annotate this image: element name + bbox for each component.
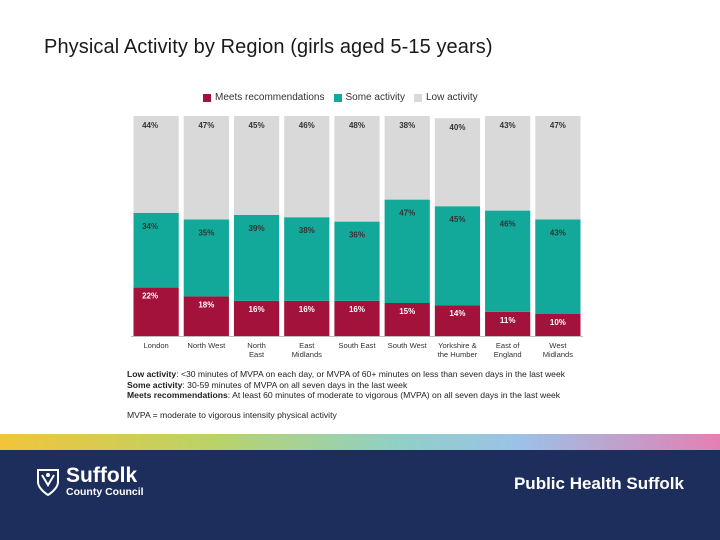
data-label-2-0: 44% <box>142 121 158 130</box>
category-label-7-1: England <box>494 350 522 359</box>
legend-label-low: Low activity <box>425 92 478 103</box>
bar-segment-1-4 <box>334 221 380 301</box>
category-label-2-0: North <box>247 341 266 350</box>
bar-segment-2-0 <box>133 116 179 213</box>
bar-segment-0-2 <box>233 300 280 336</box>
note-low-text: : <30 minutes of MVPA on each day, or MV… <box>176 369 566 379</box>
data-label-1-4: 36% <box>349 231 365 240</box>
stacked-bar-chart: 22% 34% 44% London 18% 35% 47% North West 16% 39%… <box>131 116 583 359</box>
bar-segment-1-7 <box>485 210 531 312</box>
legend-swatch-meets <box>203 93 211 102</box>
logo-name: Suffolk <box>66 464 138 487</box>
data-label-1-7: 46% <box>500 220 516 229</box>
data-label-1-2: 39% <box>249 224 265 233</box>
data-label-2-5: 38% <box>399 121 415 130</box>
category-label-2-1: East <box>249 350 265 359</box>
note-mvpa-definition: MVPA = moderate to vigorous intensity ph… <box>127 409 337 420</box>
data-label-2-7: 43% <box>500 121 516 130</box>
data-label-0-1: 18% <box>198 300 214 309</box>
bar-segment-2-6 <box>434 118 481 207</box>
legend-swatch-some <box>333 93 342 102</box>
bar-segment-1-0 <box>133 212 179 288</box>
legend-swatch-low <box>413 93 422 102</box>
bar-segment-0-4 <box>334 300 380 336</box>
legend-item-low: Low activity <box>413 92 478 103</box>
data-label-2-3: 46% <box>299 121 315 130</box>
data-label-1-5: 47% <box>399 209 415 218</box>
data-label-1-0: 34% <box>142 222 158 231</box>
bar-segment-0-0 <box>133 287 179 336</box>
bar-segment-1-6 <box>434 206 481 306</box>
data-label-0-4: 16% <box>349 305 365 314</box>
data-label-0-8: 10% <box>550 318 566 327</box>
bar-segment-2-2 <box>233 116 280 215</box>
bar-segment-0-8 <box>535 314 581 336</box>
note-some-text: : 30-59 minutes of MVPA on all seven day… <box>182 379 408 390</box>
legend-item-meets: Meets recommendations <box>203 92 325 103</box>
bar-segment-1-8 <box>535 219 581 314</box>
category-label-1-0: North West <box>187 341 226 350</box>
bar-segment-2-8 <box>535 116 581 220</box>
category-label-7-0: East of <box>496 341 521 350</box>
chart-notes: Low activity: <30 minutes of MVPA on eac… <box>127 369 565 420</box>
bar-segment-0-1 <box>183 296 229 336</box>
note-meets-label: Meets recommendations <box>127 390 228 401</box>
category-label-4-0: South East <box>338 341 376 350</box>
data-label-1-8: 43% <box>550 228 566 237</box>
chart-legend: Meets recommendations Some activity Low … <box>203 92 478 103</box>
bar-segment-2-4 <box>334 116 380 222</box>
data-label-0-3: 16% <box>299 305 315 314</box>
category-label-3-0: East <box>299 341 315 350</box>
data-label-2-2: 45% <box>249 121 265 130</box>
note-low-activity: Low activity: <30 minutes of MVPA on eac… <box>127 369 565 380</box>
bar-segment-0-5 <box>384 303 430 336</box>
category-label-8-0: West <box>549 341 567 350</box>
category-label-8-1: Midlands <box>543 350 574 359</box>
bar-segment-2-7 <box>485 116 531 211</box>
brand-name: Public Health Suffolk <box>513 474 684 493</box>
data-label-2-1: 47% <box>198 121 214 130</box>
data-label-2-6: 40% <box>449 123 465 132</box>
legend-item-some: Some activity <box>333 92 405 103</box>
category-label-3-1: Midlands <box>292 350 323 359</box>
legend-label-meets: Meets recommendations <box>215 92 325 103</box>
data-label-0-6: 14% <box>449 309 465 318</box>
data-label-0-7: 11% <box>500 316 516 325</box>
data-label-0-2: 16% <box>249 305 265 314</box>
data-label-1-6: 45% <box>449 215 465 224</box>
bar-segment-2-1 <box>183 116 229 220</box>
data-label-1-1: 35% <box>198 228 214 237</box>
bar-segment-0-3 <box>284 300 330 336</box>
note-low-label: Low activity <box>127 369 177 379</box>
data-label-2-4: 48% <box>349 121 365 130</box>
note-meets-recommendations: Meets recommendations: At least 60 minut… <box>127 390 565 401</box>
category-label-5-0: South West <box>388 341 428 350</box>
bar-segment-1-3 <box>284 217 330 301</box>
category-label-6-1: the Humber <box>438 350 478 359</box>
data-label-0-5: 15% <box>399 307 415 316</box>
footer-bar <box>0 450 720 540</box>
decorative-color-stripe <box>0 434 720 452</box>
category-label-0-0: London <box>143 341 168 350</box>
bar-segment-1-1 <box>183 219 229 297</box>
note-some-activity: Some activity: 30-59 minutes of MVPA on … <box>127 380 565 391</box>
crest-icon <box>37 469 59 497</box>
data-label-0-0: 22% <box>142 292 158 301</box>
slide-title: Physical Activity by Region (girls aged … <box>44 36 493 58</box>
data-label-1-3: 38% <box>299 226 315 235</box>
suffolk-logo: Suffolk County Council <box>36 464 144 498</box>
logo-subtitle: County Council <box>66 486 144 498</box>
data-label-2-8: 47% <box>550 121 566 130</box>
bar-segment-0-7 <box>485 311 531 336</box>
bar-segment-2-3 <box>284 116 330 218</box>
note-meets-text: : At least 60 minutes of moderate to vig… <box>227 390 561 401</box>
legend-label-some: Some activity <box>345 92 405 103</box>
bar-segment-0-6 <box>434 305 481 336</box>
bar-segment-1-2 <box>233 215 280 301</box>
bar-segment-1-5 <box>384 199 430 303</box>
category-label-6-0: Yorkshire & <box>438 341 477 350</box>
note-some-label: Some activity <box>127 379 183 390</box>
bar-segment-2-5 <box>384 116 430 200</box>
